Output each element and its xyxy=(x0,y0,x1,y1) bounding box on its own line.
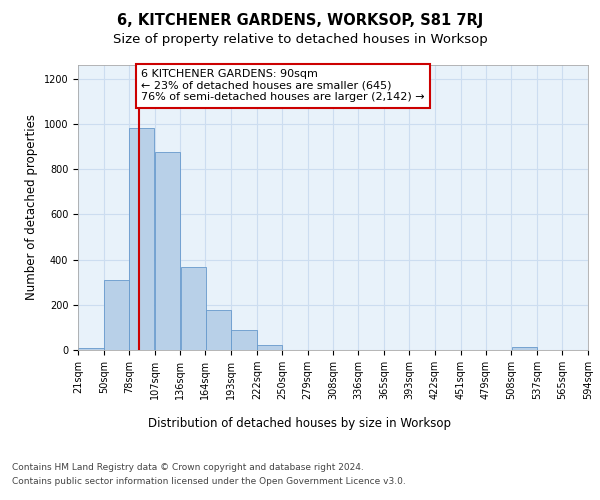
Bar xyxy=(155,152,180,350)
Text: Distribution of detached houses by size in Worksop: Distribution of detached houses by size … xyxy=(149,418,452,430)
Y-axis label: Number of detached properties: Number of detached properties xyxy=(25,114,38,300)
Bar xyxy=(232,330,257,350)
Text: Contains public sector information licensed under the Open Government Licence v3: Contains public sector information licen… xyxy=(12,478,406,486)
Text: Contains HM Land Registry data © Crown copyright and database right 2024.: Contains HM Land Registry data © Crown c… xyxy=(12,462,364,471)
Bar xyxy=(129,128,154,350)
Text: Size of property relative to detached houses in Worksop: Size of property relative to detached ho… xyxy=(113,32,487,46)
Bar xyxy=(257,345,283,350)
Text: 6 KITCHENER GARDENS: 90sqm
← 23% of detached houses are smaller (645)
76% of sem: 6 KITCHENER GARDENS: 90sqm ← 23% of deta… xyxy=(141,70,425,102)
Bar xyxy=(104,280,130,350)
Bar xyxy=(181,268,206,350)
Bar xyxy=(205,310,231,350)
Bar xyxy=(78,348,104,350)
Text: 6, KITCHENER GARDENS, WORKSOP, S81 7RJ: 6, KITCHENER GARDENS, WORKSOP, S81 7RJ xyxy=(117,12,483,28)
Bar xyxy=(512,346,537,350)
